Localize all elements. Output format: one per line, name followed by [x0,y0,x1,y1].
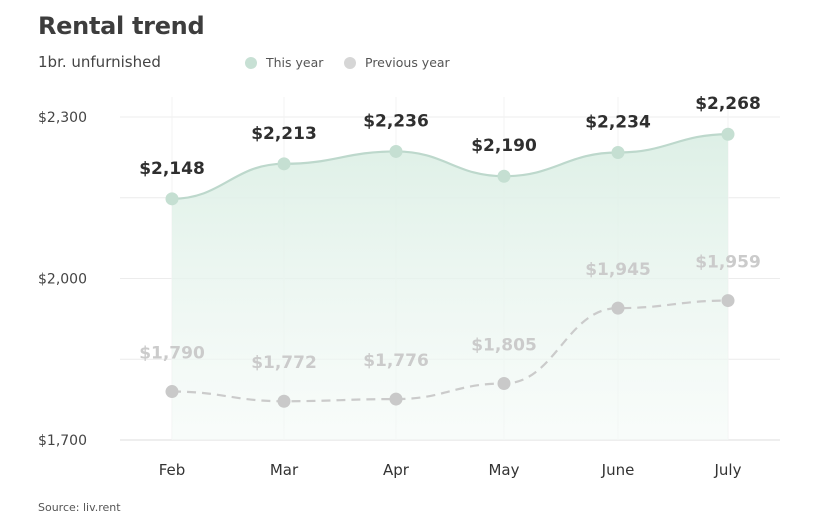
data-label-this-year: $2,268 [695,94,761,114]
x-tick-label: Mar [270,461,299,479]
point-previous-year-june [611,301,625,315]
chart-title: Rental trend [38,12,205,40]
legend-dot-this-year-icon [245,56,257,69]
area-this-year [172,134,728,440]
line-layer [171,133,729,403]
label-layer: $2,148 $2,213 $2,236 $2,190 $2,234 $2,268 $1,7… [139,94,761,373]
data-label-this-year: $2,213 [251,124,317,144]
axis-layer: $1,700 $2,000 $2,300 Feb Mar Apr May June July [38,110,742,479]
point-this-year-may [497,169,511,183]
point-this-year-july [721,127,735,141]
data-label-previous-year: $1,805 [471,335,537,355]
legend-label-this-year: This year [266,55,324,70]
point-this-year-feb [165,192,179,206]
data-label-this-year: $2,148 [139,159,205,179]
point-this-year-mar [277,157,291,171]
legend-item-previous-year: Previous year [344,55,450,70]
data-label-this-year: $2,190 [471,136,537,156]
area-layer [172,134,728,440]
point-this-year-june [611,146,625,160]
point-this-year-apr [389,144,403,158]
data-label-previous-year: $1,959 [695,253,761,273]
chart-subtitle: 1br. unfurnished [38,53,161,71]
point-previous-year-apr [389,392,403,406]
legend-label-previous-year: Previous year [365,55,450,70]
data-label-this-year: $2,234 [585,113,651,133]
y-tick-label: $2,000 [38,272,87,288]
y-tick-label: $1,700 [38,433,87,449]
source-note: Source: liv.rent [38,501,121,514]
point-previous-year-july [721,294,735,308]
point-layer [165,127,735,408]
x-tick-label: May [488,461,519,479]
legend-dot-previous-year-icon [344,56,356,69]
data-label-previous-year: $1,790 [139,344,205,364]
point-previous-year-mar [277,394,291,408]
x-tick-label: Apr [383,461,410,479]
data-label-previous-year: $1,772 [251,353,317,373]
point-previous-year-may [497,376,511,390]
data-label-this-year: $2,236 [363,111,429,131]
data-label-previous-year: $1,776 [363,351,429,371]
data-label-previous-year: $1,945 [585,260,651,280]
x-tick-label: June [601,461,635,479]
x-tick-label: Feb [159,461,186,479]
x-tick-label: July [714,461,742,479]
legend-item-this-year: This year [245,55,323,70]
series-line-previous-year [171,299,729,403]
y-tick-label: $2,300 [38,110,87,126]
series-line-this-year [171,133,729,200]
point-previous-year-feb [165,385,179,399]
